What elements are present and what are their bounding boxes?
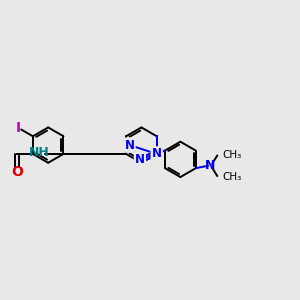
- Text: O: O: [11, 165, 23, 179]
- Text: CH₃: CH₃: [223, 150, 242, 160]
- Text: N: N: [152, 147, 162, 161]
- Text: I: I: [16, 121, 21, 135]
- Text: CH₃: CH₃: [223, 172, 242, 182]
- Text: N: N: [124, 139, 134, 152]
- Text: N: N: [205, 159, 216, 172]
- Text: N: N: [135, 153, 145, 166]
- Text: NH: NH: [28, 146, 50, 159]
